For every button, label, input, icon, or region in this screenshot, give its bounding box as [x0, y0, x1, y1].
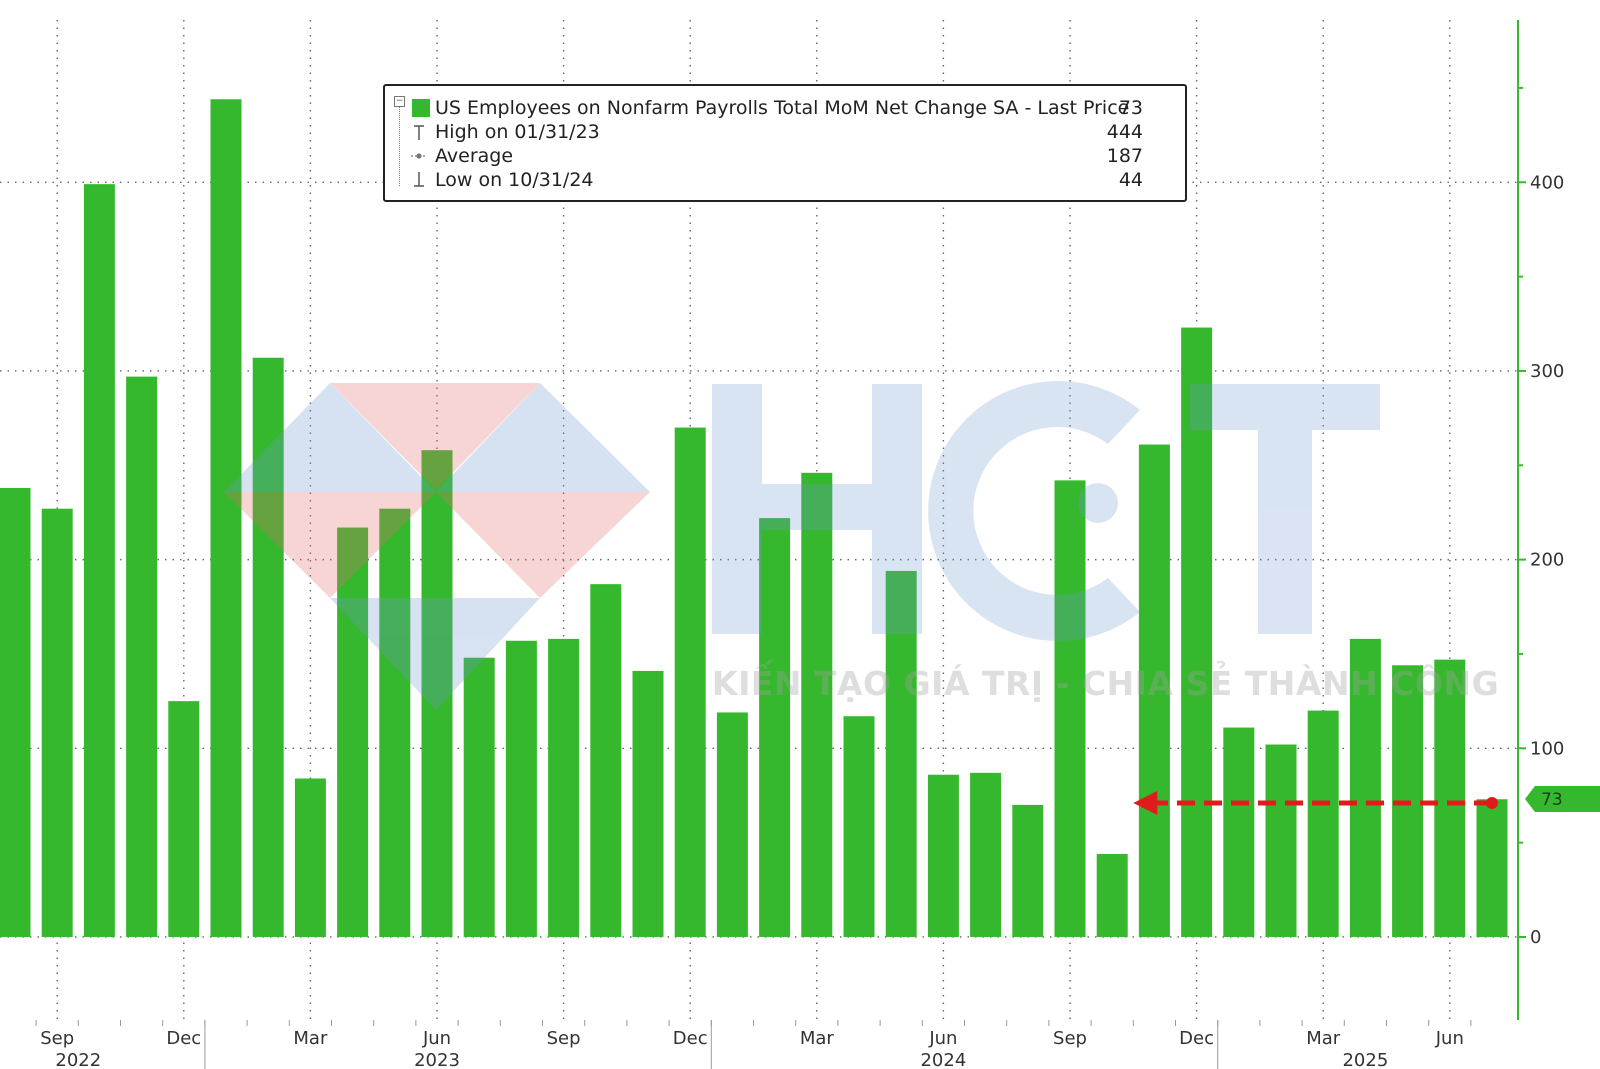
x-tick-label: Jun [928, 1028, 957, 1049]
bar [927, 774, 959, 937]
legend-label: High on 01/31/23 [435, 121, 600, 143]
bar [1181, 327, 1213, 937]
bar [41, 508, 73, 937]
y-tick-label: 0 [1530, 927, 1541, 948]
bar [1476, 799, 1508, 937]
arrow-head [1133, 791, 1158, 816]
bar [970, 772, 1002, 937]
x-tick-label: Dec [673, 1028, 708, 1049]
legend-label: Low on 10/31/24 [435, 169, 594, 191]
low-marker-icon [414, 172, 424, 187]
bar [885, 570, 917, 937]
bar [1223, 727, 1255, 937]
legend-entry-average: Average 187 [385, 144, 1185, 168]
x-tick-label: Sep [547, 1028, 581, 1049]
x-tick-label: Dec [166, 1028, 201, 1049]
bar [126, 376, 158, 937]
bar [0, 487, 31, 937]
bar [1265, 744, 1297, 937]
bar [1138, 444, 1170, 937]
year-label: 2025 [1342, 1050, 1388, 1069]
bar [505, 640, 537, 937]
legend-value: 187 [1106, 145, 1143, 167]
bar [759, 518, 791, 937]
bar [337, 527, 369, 937]
legend-value: 73 [1118, 97, 1143, 119]
x-tick-label: Jun [422, 1028, 451, 1049]
legend-label: US Employees on Nonfarm Payrolls Total M… [435, 97, 1130, 119]
x-tick-label: Mar [800, 1028, 835, 1049]
year-label: 2024 [920, 1050, 966, 1069]
bar [252, 357, 284, 937]
legend-value: 44 [1118, 169, 1143, 191]
legend-entry-series: US Employees on Nonfarm Payrolls Total M… [385, 96, 1185, 120]
bar [1096, 853, 1128, 937]
year-label: 2022 [55, 1050, 101, 1069]
bar-series [0, 99, 1508, 937]
year-label: 2023 [414, 1050, 460, 1069]
bar [716, 712, 748, 937]
bar [1054, 480, 1086, 937]
bar [1349, 638, 1381, 937]
bar [421, 450, 453, 937]
average-marker-icon [411, 153, 427, 159]
bar [801, 472, 833, 937]
bar [548, 638, 580, 937]
bar [83, 184, 115, 937]
bar [294, 778, 326, 937]
watermark-slogan: KIẾN TẠO GIÁ TRỊ - CHIA SẺ THÀNH CÔNG [712, 664, 1500, 703]
last-value-label: 73 [1541, 790, 1563, 810]
high-marker-icon [414, 125, 424, 140]
x-axis: Sep Dec Mar Jun Sep Dec Mar Jun Sep Dec Mar Jun 2022… [35, 1020, 1472, 1069]
bar [168, 701, 200, 937]
x-tick-label: Mar [1306, 1028, 1341, 1049]
bar [1434, 659, 1466, 937]
legend-tree-line [399, 100, 401, 186]
chart-legend: − US Employees on Nonfarm Payrolls Total… [383, 84, 1187, 202]
x-tick-label: Mar [293, 1028, 328, 1049]
bar [379, 508, 411, 937]
bar [843, 716, 875, 937]
legend-entry-high: High on 01/31/23 444 [385, 120, 1185, 144]
bar [632, 670, 664, 937]
y-axis: 0 100 200 300 400 [1517, 20, 1564, 1020]
last-value-tag: 73 [1525, 786, 1600, 813]
legend-value: 444 [1106, 121, 1143, 143]
bar [1012, 804, 1044, 937]
legend-entry-low: Low on 10/31/24 44 [385, 168, 1185, 192]
x-tick-label: Sep [1053, 1028, 1087, 1049]
bar [674, 427, 706, 937]
legend-label: Average [435, 145, 514, 167]
legend-swatch [412, 99, 430, 117]
bar [210, 99, 242, 937]
y-tick-label: 200 [1530, 550, 1564, 571]
x-tick-label: Jun [1435, 1028, 1464, 1049]
x-tick-label: Dec [1179, 1028, 1214, 1049]
y-tick-label: 300 [1530, 361, 1564, 382]
bar [463, 657, 495, 937]
y-tick-label: 400 [1530, 172, 1564, 193]
x-tick-label: Sep [40, 1028, 74, 1049]
legend-collapse-icon: − [394, 96, 405, 107]
bar [590, 584, 622, 937]
arrow-origin-dot [1486, 797, 1498, 810]
y-tick-label: 100 [1530, 738, 1564, 759]
bar [1307, 710, 1339, 937]
last-value-arrow [1133, 791, 1498, 816]
